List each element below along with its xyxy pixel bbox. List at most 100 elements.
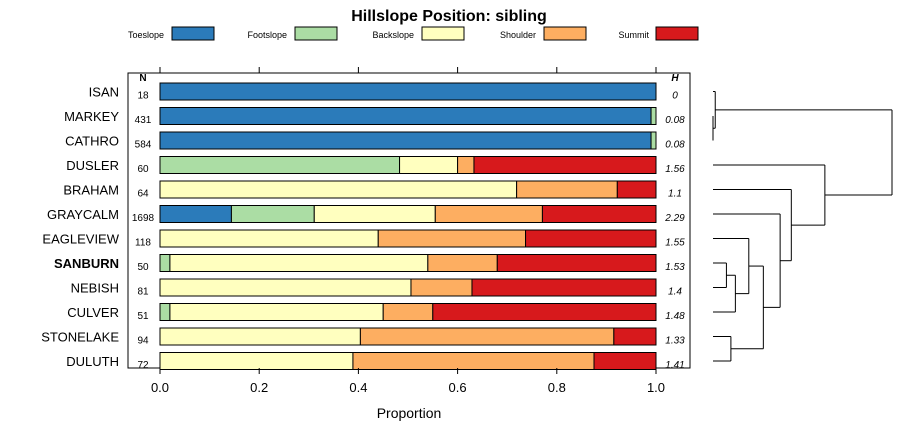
bar-segment-footslope (650, 131, 657, 150)
row-h-value: 1.41 (665, 360, 684, 371)
bar-segment-summit (432, 303, 657, 321)
bar-segment-toeslope (159, 82, 657, 101)
bar-segment-backslope (159, 327, 361, 346)
row-n-value: 81 (137, 287, 149, 298)
legend-label-summit: Summit (618, 30, 649, 40)
x-axis-label: Proportion (377, 405, 442, 421)
bar-segment-footslope (159, 254, 171, 272)
bar-segment-backslope (159, 352, 354, 370)
row-graycalm: GRAYCALM 1698 2.29 (47, 205, 685, 224)
bar-segment-backslope (159, 229, 379, 248)
bar-segment-summit (616, 180, 657, 199)
row-h-value: 1.53 (665, 262, 685, 273)
chart-title: Hillslope Position: sibling (351, 8, 547, 25)
row-duluth: DULUTH 72 1.41 (66, 352, 685, 371)
row-h-value: 0.08 (665, 115, 685, 126)
bar-segment-shoulder (516, 180, 618, 199)
bar-segment-summit (473, 156, 657, 174)
x-tick-label: 1.0 (647, 380, 665, 395)
row-n-value: 64 (137, 189, 149, 200)
bar-segment-shoulder (457, 156, 475, 174)
row-sanburn: SANBURN 50 1.53 (54, 254, 685, 273)
row-n-value: 431 (135, 115, 152, 126)
bar-segment-summit (541, 205, 657, 223)
row-stonelake: STONELAKE 94 1.33 (41, 327, 685, 347)
bar-segment-footslope (159, 156, 401, 174)
row-h-value: 1.56 (665, 164, 685, 175)
row-label: GRAYCALM (47, 207, 119, 222)
x-tick-label: 0.2 (250, 380, 268, 395)
row-label: DULUTH (66, 354, 119, 369)
row-label: MARKEY (64, 109, 119, 124)
row-label: CATHRO (65, 134, 119, 149)
legend-swatch-summit (655, 26, 699, 41)
bar-segment-summit (525, 229, 657, 248)
row-h-value: 2.29 (664, 213, 685, 224)
bar-segment-backslope (169, 254, 429, 272)
row-culver: CULVER 51 1.48 (67, 303, 685, 322)
row-cathro: CATHRO 584 0.08 (65, 131, 685, 151)
x-tick-label: 0.0 (151, 380, 169, 395)
bar-segment-summit (471, 278, 657, 297)
bar-segment-backslope (159, 180, 518, 199)
n-column-header: N (139, 73, 146, 84)
row-n-value: 72 (137, 360, 149, 371)
row-n-value: 50 (137, 262, 149, 273)
dendrogram (712, 91, 893, 362)
bar-segment-toeslope (159, 131, 652, 150)
bar-segment-shoulder (352, 352, 595, 370)
bar-segment-shoulder (382, 303, 434, 321)
row-label: SANBURN (54, 256, 119, 271)
bar-segment-summit (613, 327, 657, 346)
legend-label-footslope: Footslope (247, 30, 287, 40)
bar-segment-shoulder (410, 278, 473, 297)
row-n-value: 118 (135, 238, 151, 249)
h-column-header: H (671, 73, 679, 84)
legend-swatch-shoulder (543, 26, 587, 41)
legend-swatch-footslope (294, 26, 338, 41)
row-h-value: 1.4 (668, 287, 682, 298)
legend-label-toeslope: Toeslope (128, 30, 164, 40)
legend-swatch-backslope (421, 26, 465, 41)
bar-segment-shoulder (359, 327, 615, 346)
row-label: NEBISH (71, 281, 119, 296)
row-n-value: 584 (135, 140, 152, 151)
bar-segment-backslope (159, 278, 412, 297)
row-label: EAGLEVIEW (42, 232, 119, 247)
plot-area: N H ISAN 18 0 MARKEY 431 0.08 CATHRO 584 0.08 DUS… (41, 67, 691, 395)
bar-segment-shoulder (427, 254, 498, 272)
row-n-value: 18 (137, 91, 149, 102)
row-label: BRAHAM (63, 183, 119, 198)
row-h-value: 1.1 (668, 189, 682, 200)
bar-segment-footslope (230, 205, 315, 223)
legend-label-shoulder: Shoulder (500, 30, 536, 40)
x-axis: 0.0 0.2 0.4 0.6 0.8 1.0 (151, 67, 665, 395)
legend-swatch-toeslope (171, 26, 215, 41)
row-isan: ISAN 18 0 (89, 82, 678, 102)
bar-segment-toeslope (159, 107, 652, 125)
row-label: STONELAKE (41, 330, 119, 345)
row-h-value: 1.55 (665, 238, 685, 249)
row-label: ISAN (89, 85, 119, 100)
bar-rows: ISAN 18 0 MARKEY 431 0.08 CATHRO 584 0.08 DUSLER 6… (41, 82, 685, 371)
bar-segment-shoulder (434, 205, 543, 223)
bar-segment-summit (496, 254, 657, 272)
bar-segment-backslope (169, 303, 384, 321)
bar-segment-footslope (650, 107, 657, 125)
row-h-value: 1.33 (665, 336, 685, 347)
row-n-value: 60 (137, 164, 149, 175)
row-eagleview: EAGLEVIEW 118 1.55 (42, 229, 685, 249)
row-h-value: 0 (672, 91, 678, 102)
row-markey: MARKEY 431 0.08 (64, 107, 685, 126)
bar-segment-summit (593, 352, 657, 370)
bar-segment-toeslope (159, 205, 232, 223)
legend-label-backslope: Backslope (372, 30, 414, 40)
x-tick-label: 0.4 (349, 380, 367, 395)
row-label: DUSLER (66, 158, 119, 173)
row-braham: BRAHAM 64 1.1 (63, 180, 682, 200)
x-tick-label: 0.6 (449, 380, 467, 395)
row-n-value: 1698 (132, 213, 155, 224)
x-tick-label: 0.8 (548, 380, 566, 395)
bar-segment-shoulder (377, 229, 527, 248)
